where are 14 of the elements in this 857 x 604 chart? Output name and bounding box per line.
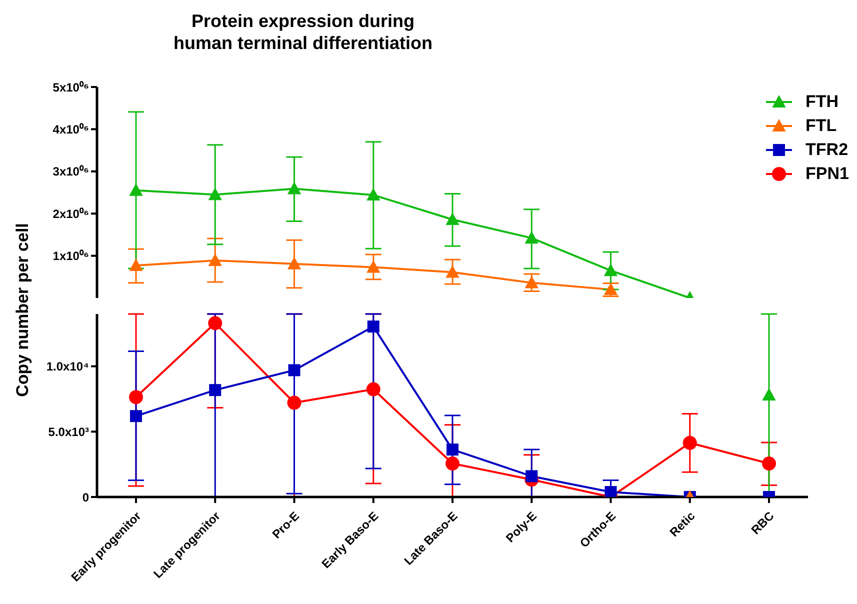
y-axis-title: Copy number per cell	[13, 223, 33, 397]
chart-title: Protein expression during human terminal differentiation	[172, 10, 434, 55]
legend-label: FTH	[806, 92, 839, 112]
legend-label: FTL	[806, 116, 837, 136]
legend-label: TFR2	[806, 140, 848, 160]
y-tick-label: 5x10⁰⁶	[52, 80, 89, 94]
y-tick-label: 3x10⁰⁶	[52, 164, 89, 179]
y-tick-label: 5.0x10³	[48, 424, 89, 439]
y-tick-label: 2x10⁰⁶	[52, 206, 89, 221]
y-tick-label: 1x10⁰⁶	[52, 249, 89, 264]
y-tick-label: 4x10⁰⁶	[52, 122, 89, 136]
y-tick-label: 0	[82, 490, 90, 504]
legend-label: FPN1	[806, 164, 849, 184]
y-tick-label: 1.0x10⁴	[46, 360, 90, 374]
